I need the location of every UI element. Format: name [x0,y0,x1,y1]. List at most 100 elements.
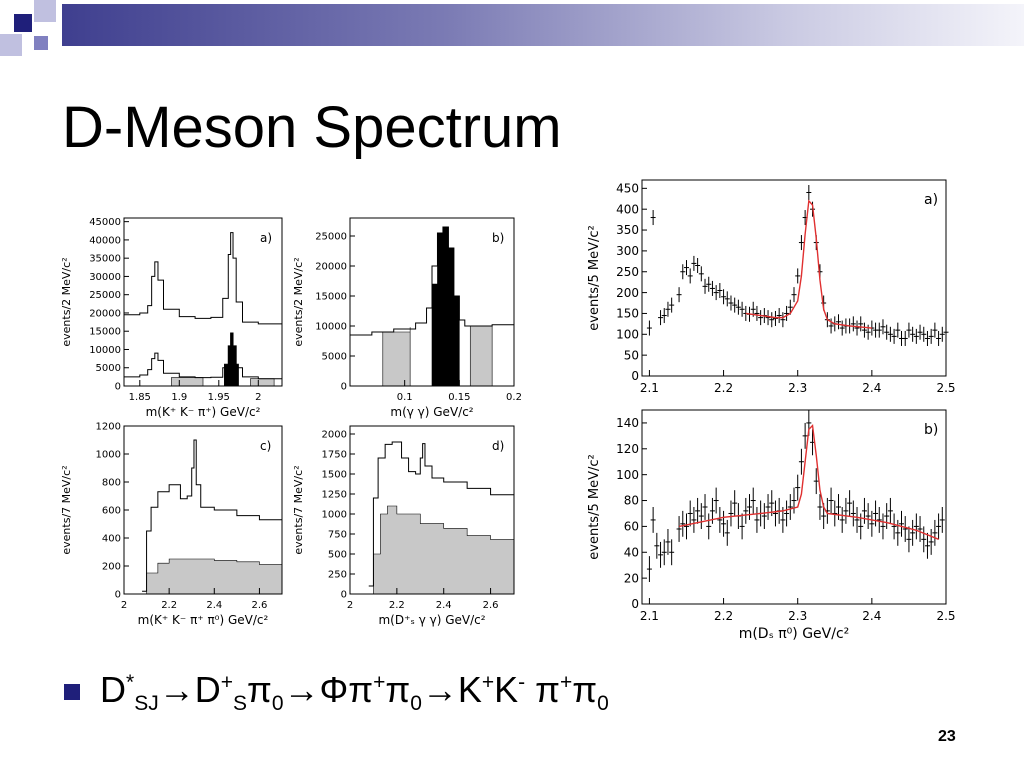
x-tick-label: 1.9 [171,392,187,403]
y-tick-label: 10000 [315,322,347,333]
formula-arrow-d: →D [158,669,221,710]
y-tick-label: 20000 [89,308,121,319]
panel-label: a) [260,231,272,245]
filled-region-4 [250,378,275,387]
y-axis-label: events/5 MeV/c² [587,225,602,330]
y-tick-label: 1250 [322,490,347,501]
y-tick-label: 25000 [89,290,121,301]
formula-plus-1: + [220,671,233,694]
y-tick-label: 35000 [89,254,121,265]
x-tick-label: 2 [255,392,261,403]
x-axis-label: m(Dₛ π⁰) GeV/c² [739,626,850,642]
formula-plus-2: + [373,671,386,694]
histogram-line-1 [124,332,283,380]
y-tick-label: 0 [341,382,347,393]
plot-frame [123,217,283,387]
y-tick-label: 1000 [322,510,347,521]
plot-left-d: 0 250 500 750 1000 1250 1500 1750 2000 2 2.2 2.4 2.6… [292,425,515,627]
plot-right-a: 0 50 100 150 200 250 300 350 400 450 2.1 2.2 2.3 2.4 2… [587,179,956,395]
formula-s: S [232,692,247,716]
y-axis-label: events/7 MeV/c² [60,465,73,554]
x-tick-label: 2.3 [788,381,807,395]
x-tick-label: 2.1 [640,609,659,623]
formula-star: * [126,671,135,694]
histogram-line-0 [350,226,515,336]
filled-region-2 [382,327,411,387]
x-axis-label: m(γ γ) GeV/c² [390,405,473,419]
formula-arrow-k: →K [421,669,482,710]
x-axis-label: m(K⁺ K⁻ π⁺) GeV/c² [146,405,261,419]
x-tick-label: 0.1 [397,392,413,403]
panel-label: a) [924,192,938,208]
y-tick-label: 0 [115,382,121,393]
title-bar-gradient [62,4,1024,46]
histogram-line-0 [142,439,283,592]
panel-label: d) [492,439,504,453]
formula-minus: - [518,671,526,694]
y-tick-label: 80 [624,494,639,508]
filled-region-1 [137,558,283,595]
formula-zero-3: 0 [597,692,609,716]
y-tick-label: 100 [616,468,639,482]
formula-arrow-phi: →Φπ [283,669,374,710]
formula-k-2: K [494,669,519,710]
y-tick-label: 20000 [315,262,347,273]
page-number: 23 [938,728,956,745]
y-tick-label: 5000 [322,352,347,363]
formula-pi-2: π [385,669,411,710]
y-tick-label: 1200 [96,422,121,433]
plot-frame [641,179,947,377]
y-axis-label: events/5 MeV/c² [587,454,602,559]
y-tick-label: 150 [616,307,639,321]
plot-left-c: 0 200 400 600 800 1000 1200 2 2.2 2.4 2.6 c) m(K⁺ K⁻… [60,422,283,627]
corner-square-blue [34,36,48,50]
y-tick-label: 750 [328,530,347,541]
x-tick-label: 2.2 [161,600,177,611]
x-axis-label: m(D⁺ₛ γ γ) GeV/c² [378,613,485,627]
y-tick-label: 30000 [89,272,121,283]
y-axis-label: events/7 MeV/c² [292,465,305,554]
formula-sj: SJ [134,692,159,716]
y-tick-label: 40000 [89,235,121,246]
y-tick-label: 400 [616,202,639,216]
corner-square-navy [14,14,32,32]
y-tick-label: 250 [328,570,347,581]
y-tick-label: 20 [624,571,639,585]
y-tick-label: 800 [102,478,121,489]
plot-right-b: 0 20 40 60 80 100 120 140 2.1 2.2 2.3 2.4 2.5 b) m(Dₛ … [587,409,956,642]
y-tick-label: 1000 [96,450,121,461]
y-tick-label: 200 [102,562,121,573]
x-tick-label: 2 [347,600,353,611]
x-tick-label: 2.6 [483,600,499,611]
y-tick-label: 600 [102,506,121,517]
x-tick-label: 0.2 [506,392,522,403]
formula-pi-1: π [246,669,272,710]
y-tick-label: 15000 [315,292,347,303]
plot-frame [349,217,515,387]
y-tick-label: 0 [631,597,639,611]
x-tick-label: 2.1 [640,381,659,395]
histogram-line-0 [368,441,515,587]
formula-pi-4: π [572,669,598,710]
y-tick-label: 500 [328,550,347,561]
y-tick-label: 100 [616,327,639,341]
formula-plus-4: + [560,671,573,694]
page-title: D-Meson Spectrum [62,95,562,160]
x-tick-label: 2.4 [862,381,881,395]
histogram-line-0 [124,232,283,326]
x-tick-label: 2 [121,600,127,611]
plot-frame [641,409,947,605]
y-axis-label: events/2 MeV/c² [60,257,73,346]
y-tick-label: 400 [102,534,121,545]
y-tick-label: 50 [624,348,639,362]
y-tick-label: 140 [616,416,639,430]
filled-region-1 [364,505,515,595]
y-tick-label: 350 [616,223,639,237]
x-tick-label: 2.5 [936,381,955,395]
formula-zero-2: 0 [410,692,422,716]
y-axis-label: events/2 MeV/c² [292,257,305,346]
x-tick-label: 2.3 [788,609,807,623]
x-tick-label: 1.85 [129,392,151,403]
y-tick-label: 2000 [322,430,347,441]
y-tick-label: 0 [115,590,121,601]
